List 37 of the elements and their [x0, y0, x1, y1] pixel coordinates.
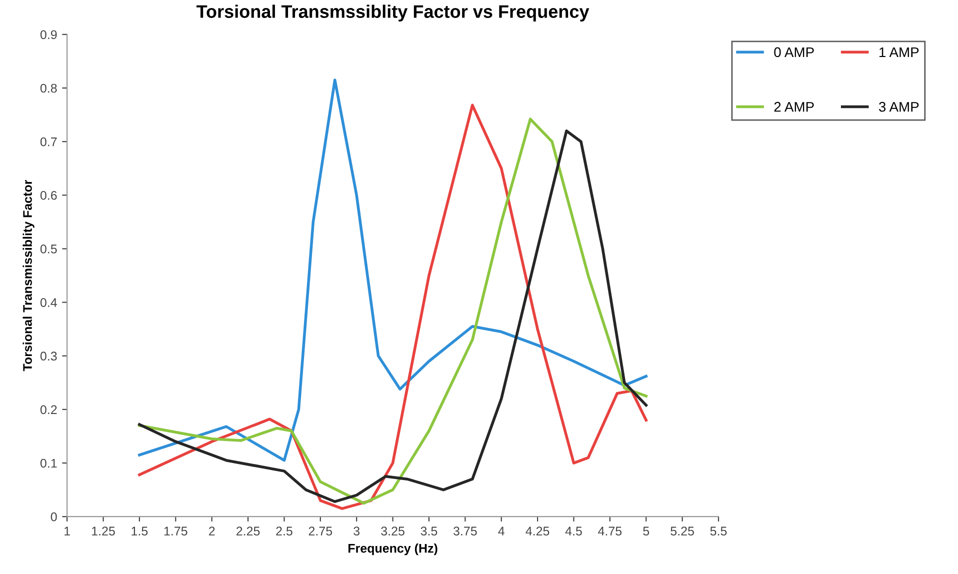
y-tick-label: 0.4	[40, 298, 57, 307]
y-tick-label: 0.6	[40, 190, 57, 200]
y-tick-label: 0.3	[40, 352, 57, 361]
x-tick-label: 2	[208, 526, 215, 536]
x-axis-title: Frequency (Hz)	[348, 544, 438, 556]
y-tick-label: 0.7	[40, 137, 57, 146]
x-tick-label: 3.25	[381, 526, 404, 536]
x-tick-label: 5.5	[710, 526, 727, 536]
x-tick-label: 1.5	[132, 526, 148, 536]
x-tick-label: 4.5	[565, 526, 582, 536]
y-axis-title: Torsional Transmissiblity Factor	[22, 180, 34, 372]
x-tick-label: 1.75	[164, 526, 188, 536]
x-tick-label: 5	[643, 526, 650, 536]
x-tick-label: 2.25	[236, 526, 260, 536]
line-series	[138, 78, 648, 462]
y-tick-label: 0.8	[40, 84, 57, 93]
y-tick-label: 0.9	[40, 30, 57, 40]
x-tick-label: 1	[64, 526, 70, 536]
legend-label: 3 AMP	[878, 102, 919, 112]
legend-label: 1 AMP	[879, 47, 919, 58]
x-tick-label: 3.5	[420, 526, 438, 536]
x-tick-label: 1.25	[92, 526, 115, 536]
legend-label: 2 AMP	[774, 102, 814, 112]
x-tick-label: 4.75	[598, 526, 622, 536]
y-tick-label: 0	[50, 512, 57, 522]
y-tick-label: 0.5	[40, 244, 57, 254]
y-tick-label: 0.2	[40, 405, 57, 414]
x-tick-label: 5.25	[670, 526, 694, 536]
x-tick-label: 2.5	[276, 526, 292, 536]
y-tick-label: 0.1	[40, 458, 57, 468]
x-tick-label: 3.75	[453, 526, 477, 536]
x-tick-label: 4	[498, 526, 504, 536]
x-tick-label: 4.25	[526, 526, 550, 536]
chart-title: Torsional Transmssiblity Factor vs Frequency	[196, 4, 590, 22]
x-tick-label: 3	[354, 526, 360, 536]
x-tick-label: 2.75	[308, 526, 332, 536]
legend-label: 0 AMP	[774, 47, 814, 58]
